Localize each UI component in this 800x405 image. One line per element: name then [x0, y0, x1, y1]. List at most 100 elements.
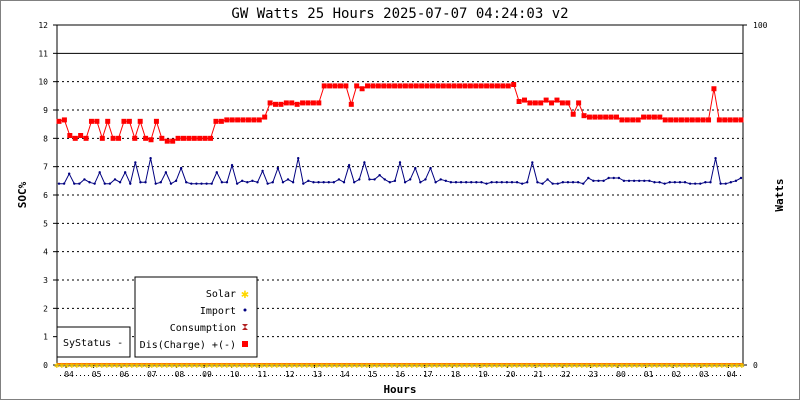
x-axis-dot [320, 375, 321, 376]
solar-marker: ✱ [494, 361, 500, 371]
solar-marker: ✱ [439, 361, 445, 371]
x-axis-dot [400, 375, 401, 376]
y-axis-label-left: SOC% [16, 181, 29, 208]
import-point [459, 181, 463, 184]
discharge-point [337, 83, 343, 89]
legend-label: Import [200, 306, 236, 317]
discharge-point [668, 117, 674, 123]
solar-marker: ✱ [574, 361, 580, 371]
import-point [414, 166, 417, 170]
discharge-point [278, 101, 284, 107]
discharge-point [370, 83, 376, 89]
x-axis-dot [220, 375, 221, 376]
x-axis-dot [372, 375, 373, 376]
x-axis-dot [708, 375, 709, 376]
import-point [352, 181, 356, 184]
solar-marker: ✱ [199, 361, 205, 371]
x-tick-label: 12 [285, 370, 295, 379]
solar-marker: ✱ [379, 361, 385, 371]
x-axis-dot [240, 375, 241, 376]
x-axis-dot [588, 375, 589, 376]
x-axis-dot [128, 375, 129, 376]
import-point [154, 182, 157, 185]
x-axis-dot [652, 375, 653, 376]
solar-marker: ✱ [389, 361, 395, 371]
import-point [724, 182, 727, 185]
x-axis-dot [480, 375, 481, 376]
discharge-point [429, 83, 435, 89]
y-tick-label-left: 12 [38, 21, 48, 30]
x-axis-dot [420, 375, 421, 376]
x-axis-dot [484, 375, 485, 376]
x-axis-dot [716, 375, 717, 376]
discharge-point [402, 83, 408, 89]
discharge-point [110, 135, 116, 141]
solar-marker: ✱ [394, 361, 400, 371]
discharge-point [72, 135, 78, 141]
legend-marker-solar: ✱ [241, 287, 249, 302]
solar-marker: ✱ [84, 361, 90, 371]
x-axis-dot [600, 375, 601, 376]
solar-marker: ✱ [109, 361, 115, 371]
x-axis-dot [344, 375, 345, 376]
x-axis-dot [520, 375, 521, 376]
solar-marker: ✱ [274, 361, 280, 371]
import-point [739, 176, 743, 180]
discharge-point [56, 118, 62, 124]
x-axis-dot [104, 375, 105, 376]
discharge-point [289, 100, 295, 106]
import-point [520, 182, 524, 185]
import-point [185, 181, 188, 184]
solar-marker: ✱ [619, 361, 625, 371]
x-axis-dot [580, 375, 581, 376]
discharge-point [651, 114, 657, 120]
solar-marker: ✱ [689, 361, 695, 371]
solar-marker: ✱ [259, 361, 265, 371]
import-point [190, 182, 193, 185]
import-point [688, 182, 692, 185]
import-point [638, 179, 641, 183]
import-point [286, 178, 290, 181]
solar-marker: ✱ [479, 361, 485, 371]
x-axis-dot [444, 375, 445, 376]
import-point [246, 181, 249, 184]
import-point [144, 181, 147, 184]
solar-marker: ✱ [174, 361, 180, 371]
x-axis-dot [116, 375, 117, 376]
discharge-point [521, 97, 527, 103]
discharge-point [413, 83, 419, 89]
x-axis-dot [476, 375, 477, 376]
solar-marker: ✱ [704, 361, 710, 371]
x-axis-dot [160, 375, 161, 376]
solar-marker: ✱ [674, 361, 680, 371]
discharge-point [716, 117, 722, 123]
discharge-point [538, 100, 544, 106]
x-axis-dot [704, 375, 705, 376]
x-axis-dot [440, 375, 441, 376]
x-tick-label: 01 [644, 370, 654, 379]
solar-marker: ✱ [169, 361, 175, 371]
discharge-point [170, 138, 176, 144]
x-axis-dot [436, 375, 437, 376]
solar-marker: ✱ [214, 361, 220, 371]
import-point [490, 181, 493, 184]
x-axis-dot [692, 375, 693, 376]
discharge-point [175, 135, 181, 141]
x-axis-dot [616, 375, 617, 376]
solar-marker: ✱ [164, 361, 170, 371]
import-point [668, 181, 671, 184]
discharge-point [435, 83, 441, 89]
x-tick-label: 02 [671, 370, 681, 379]
import-point [729, 181, 733, 184]
x-axis-dot [660, 375, 661, 376]
solar-marker: ✱ [544, 361, 550, 371]
import-point [612, 176, 615, 180]
x-axis-dot [384, 375, 385, 376]
discharge-point [473, 83, 479, 89]
x-axis-dot [376, 375, 377, 376]
x-axis-dot [740, 375, 741, 376]
x-axis-dot [208, 375, 209, 376]
x-axis-dot [584, 375, 585, 376]
x-tick-label: 00 [616, 370, 626, 379]
